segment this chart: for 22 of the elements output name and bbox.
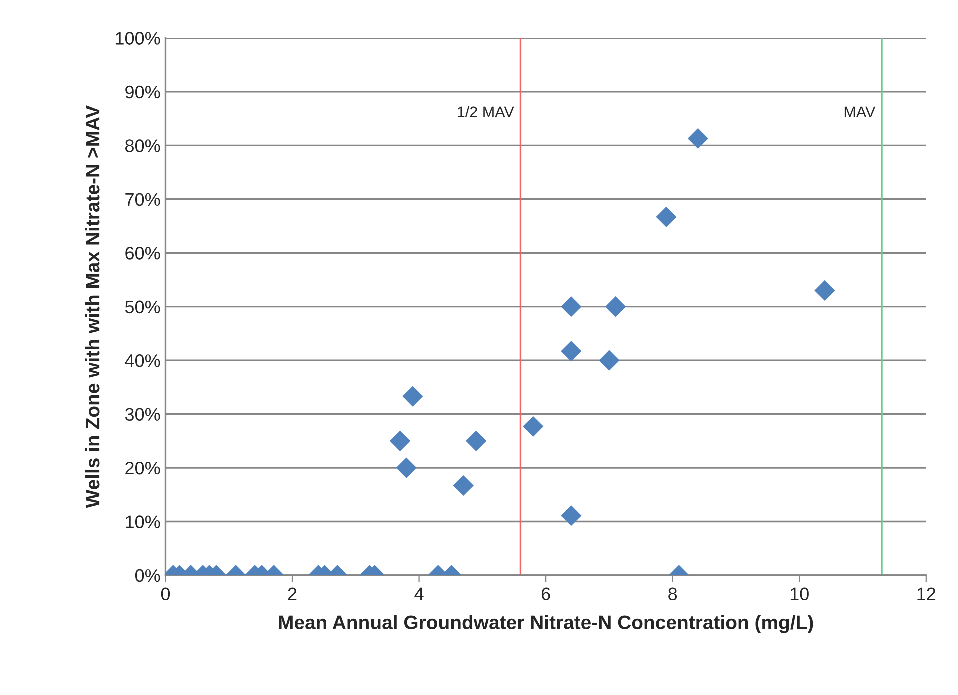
- x-tick-label: 12: [918, 588, 936, 600]
- x-tick-label: 2: [288, 588, 297, 600]
- y-tick-label: 80%: [126, 140, 160, 152]
- y-tick-label: 40%: [125, 354, 160, 368]
- x-tick-label: 0: [161, 588, 170, 601]
- x-tick-label: 4: [414, 588, 424, 600]
- y-tick-label: 50%: [125, 300, 160, 314]
- y-tick-label: 90%: [126, 86, 160, 99]
- x-axis-title: Mean Annual Groundwater Nitrate-N Concentration (mg/L): [279, 615, 814, 634]
- x-tick-label: 10: [790, 588, 809, 601]
- y-tick-label: 0%: [135, 569, 160, 582]
- x-tick-label: 6: [542, 588, 550, 601]
- ref-line-label: 1/2 MAV: [458, 106, 514, 118]
- y-axis-title: Wells in Zone with with Max Nitrate-N >MAV: [85, 106, 100, 508]
- y-tick-label: 30%: [125, 408, 160, 422]
- y-tick-label: 100%: [116, 32, 160, 45]
- y-tick-label: 20%: [126, 462, 160, 475]
- ref-line-label: MAV: [844, 106, 876, 118]
- x-tick-label: 8: [668, 588, 678, 601]
- y-tick-label: 70%: [126, 193, 160, 206]
- y-tick-label: 10%: [126, 516, 160, 528]
- y-tick-label: 60%: [126, 247, 160, 260]
